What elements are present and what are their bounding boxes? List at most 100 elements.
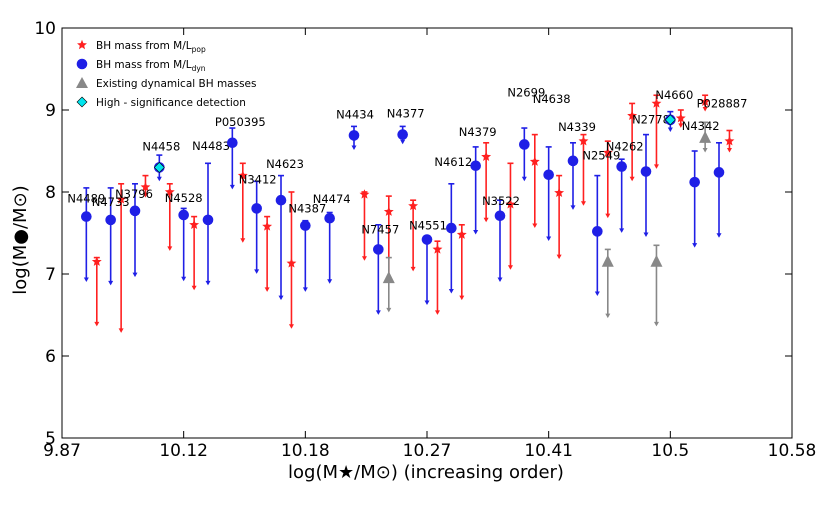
dyn-N2549-lower-arrow xyxy=(594,291,600,296)
dyn-circle-N3412 xyxy=(251,203,262,214)
galaxy-label-N4551: N4551 xyxy=(409,219,447,233)
axes-layer: 5 6 7 8 9 10 9.87 10.12 10.18 10.27 10.41 10.5 10.58 xyxy=(34,19,816,461)
dyn-circle-N4342 xyxy=(689,176,700,188)
galaxy-label-N4733: N4733 xyxy=(92,195,130,209)
pop-star-N4623 xyxy=(286,258,297,268)
dyn-N4339-lower-arrow xyxy=(570,205,576,210)
pop-N4342-lower-arrow xyxy=(702,107,708,112)
pop-star-N4377 xyxy=(408,200,419,211)
existing-triangle-N7457 xyxy=(382,271,395,284)
pop-star-N4660 xyxy=(675,113,686,123)
galaxy-label-N4483: N4483 xyxy=(192,139,230,153)
galaxy-label-N2778: N2778 xyxy=(632,113,670,127)
dyn-N7457-lower-arrow xyxy=(375,310,381,315)
dyn-circle-N4434 xyxy=(348,130,360,141)
pop-star-N2778 xyxy=(651,98,662,108)
dyn-circle-N4483 xyxy=(202,214,214,226)
existing-N7457-lower-arrow xyxy=(386,307,392,313)
pop-P050395-lower-arrow xyxy=(240,238,246,243)
dyn-N4262-lower-arrow xyxy=(619,228,625,233)
dyn-circle-N4638 xyxy=(543,169,554,181)
pop-N3522-lower-arrow xyxy=(507,265,513,270)
pop-N4262-lower-arrow xyxy=(629,176,635,182)
dyn-circle-N3796 xyxy=(129,205,141,217)
galaxy-label-N4339: N4339 xyxy=(558,120,596,134)
y-tick-label-7: 7 xyxy=(45,265,56,285)
pop-N3412-lower-arrow xyxy=(264,287,270,292)
dyn-circle-N4489 xyxy=(81,211,92,222)
galaxy-label-N4458: N4458 xyxy=(142,139,180,153)
galaxy-label-P028887: P028887 xyxy=(697,96,748,110)
pop-N4489-lower-arrow xyxy=(94,321,100,327)
dyn-N4379-lower-arrow xyxy=(473,230,479,235)
pop-star-N4379 xyxy=(481,151,492,161)
dyn-P028887-lower-arrow xyxy=(716,233,722,238)
pop-N4612-lower-arrow xyxy=(459,295,465,301)
pop-N4458-lower-arrow xyxy=(167,246,173,251)
dyn-N4342-lower-arrow xyxy=(692,243,698,248)
dyn-N3412-lower-arrow xyxy=(254,269,260,274)
pop-star-N4262 xyxy=(627,110,638,120)
galaxy-label-N4377: N4377 xyxy=(387,107,425,121)
pop-star-N4638 xyxy=(554,187,565,198)
y-tick-label-9: 9 xyxy=(45,101,56,121)
pop-star-N3522 xyxy=(505,199,516,209)
dyn-circle-N4733 xyxy=(105,214,116,226)
pop-N2778-lower-arrow xyxy=(653,164,659,169)
pop-P028887-lower-arrow xyxy=(726,148,732,153)
y-tick-label-6: 6 xyxy=(45,347,56,367)
pop-N4660-lower-arrow xyxy=(678,123,684,128)
y-tick-label-5: 5 xyxy=(45,429,56,449)
dyn-circle-N4528 xyxy=(178,209,189,221)
pop-star-N7457 xyxy=(383,206,394,216)
dyn-N2778-lower-arrow xyxy=(643,232,649,237)
galaxy-label-N4489: N4489 xyxy=(67,192,105,206)
legend-label-subscript: pop xyxy=(192,45,206,54)
legend-circle-icon xyxy=(76,58,88,70)
dyn-circle-N7457 xyxy=(373,244,384,255)
dyn-N4489-lower-arrow xyxy=(83,277,89,283)
pop-star-N4612 xyxy=(456,229,467,239)
pop-star-P050395 xyxy=(237,170,248,180)
dyn-circle-P028887 xyxy=(713,167,725,178)
pop-star-N3796 xyxy=(140,181,151,192)
pop-star-N4528 xyxy=(189,219,200,230)
dyn-N4377-lower-arrow xyxy=(400,139,406,145)
dyn-N3522-lower-arrow xyxy=(497,277,503,283)
pop-N4339-lower-arrow xyxy=(580,201,586,206)
existing-N4342-lower-arrow xyxy=(702,148,708,153)
dyn-P050395-lower-arrow xyxy=(229,184,235,190)
dyn-circle-N4387 xyxy=(300,220,311,231)
dyn-circle-N4474 xyxy=(324,212,335,224)
dyn-N4528-lower-arrow xyxy=(181,276,187,282)
legend-label: High - significance detection xyxy=(96,97,246,109)
dyn-N2699-lower-arrow xyxy=(521,176,527,182)
existing-triangle-N4342 xyxy=(699,130,712,143)
galaxy-label-N3412: N3412 xyxy=(239,172,277,186)
galaxy-label-N4379: N4379 xyxy=(459,125,497,139)
high-significance-diamond-N4458 xyxy=(153,161,165,173)
pop-star-N4458 xyxy=(164,186,175,197)
pop-star-N4339 xyxy=(578,135,589,146)
y-axis-label: log(M●/M⊙) xyxy=(10,185,31,294)
legend-label: Existing dynamical BH masses xyxy=(96,78,256,90)
dyn-N4474-lower-arrow xyxy=(327,279,333,284)
dyn-N4387-lower-arrow xyxy=(302,287,308,292)
galaxy-label-N4474: N4474 xyxy=(313,192,351,206)
dyn-N3796-lower-arrow xyxy=(132,272,138,278)
legend-label: BH mass from M/Ldyn xyxy=(96,59,206,73)
pop-N4733-lower-arrow xyxy=(118,328,124,333)
pop-star-N2549 xyxy=(602,147,613,157)
existing-triangle-N2549 xyxy=(601,254,614,267)
pop-N4623-lower-arrow xyxy=(288,324,294,329)
galaxy-label-N4528: N4528 xyxy=(165,191,203,205)
legend: BH mass from M/Lpop BH mass from M/Ldyn Ex… xyxy=(76,39,256,109)
dyn-N4458-lower-arrow xyxy=(156,176,162,182)
pop-star-N4342 xyxy=(700,96,711,107)
legend-diamond-icon xyxy=(76,96,88,108)
pop-N4528-lower-arrow xyxy=(191,285,197,291)
x-axis-label: log(M★/M⊙) (increasing order) xyxy=(288,462,564,483)
dyn-circle-N4262 xyxy=(616,161,627,172)
dyn-N4660-lower-arrow xyxy=(667,127,673,132)
dyn-circle-P050395 xyxy=(227,137,238,149)
